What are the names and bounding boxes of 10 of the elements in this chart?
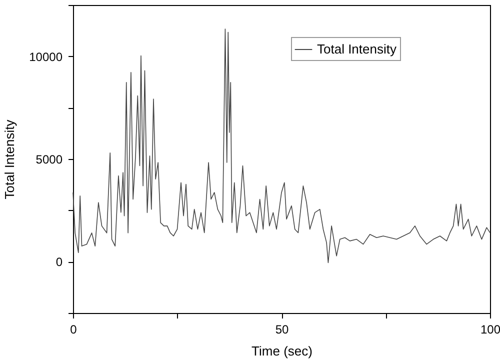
y-axis-title: Total Intensity [2,119,18,200]
x-tick-label: 50 [275,322,289,336]
y-tick-label: 10000 [29,50,63,64]
line-series [72,28,490,264]
x-tick-label: 0 [70,322,78,336]
y-tick-label: 0 [56,255,63,270]
x-tick-label: 100 [480,322,500,336]
y-tick-label: 5000 [36,152,63,166]
legend-label: Total Intensity [317,42,397,56]
x-axis-title: Time (sec) [252,344,312,358]
